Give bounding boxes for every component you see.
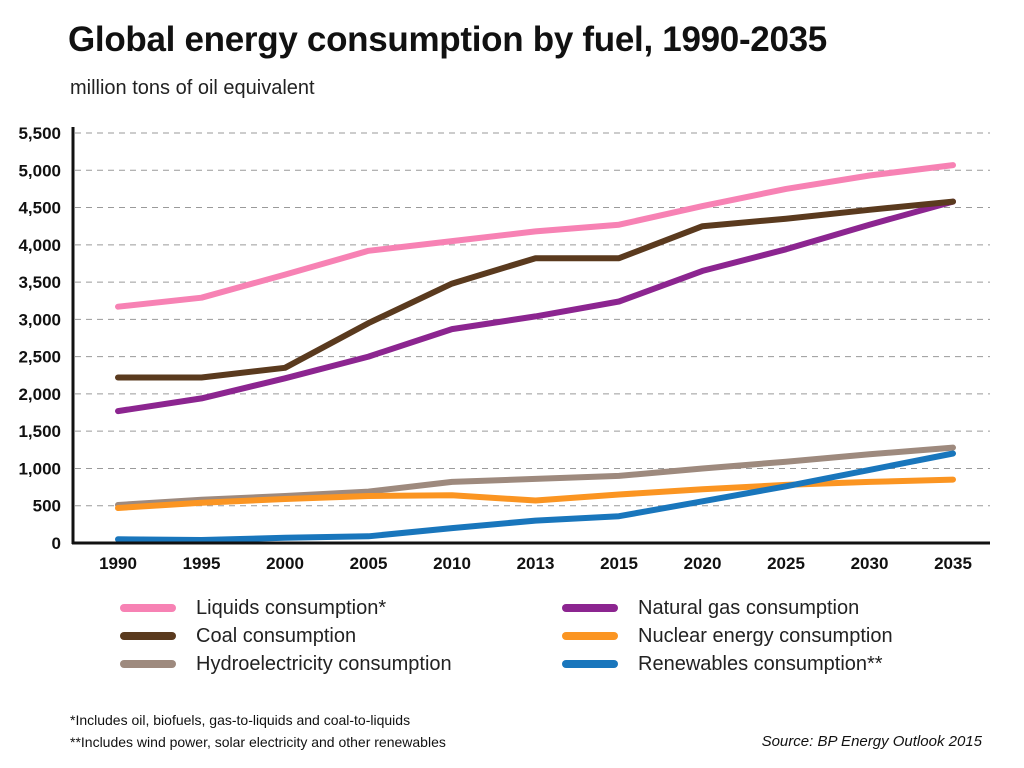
legend-item-liquids: Liquids consumption* (120, 594, 386, 622)
chart-title: Global energy consumption by fuel, 1990-… (68, 20, 827, 59)
legend-swatch-coal (120, 632, 176, 640)
legend-label-natural-gas: Natural gas consumption (638, 596, 860, 619)
axes (71, 127, 990, 545)
series-line-natural-gas-consumption (115, 198, 956, 415)
series-line-liquids-consumption (115, 162, 956, 310)
footnote-renewables: **Includes wind power, solar electricity… (70, 734, 446, 750)
legend-item-coal: Coal consumption (120, 622, 356, 650)
x-tick-label: 2030 (851, 554, 889, 573)
series-line-coal-consumption (115, 198, 956, 381)
y-tick-label: 5,500 (18, 124, 61, 143)
legend-item-natural-gas: Natural gas consumption (562, 594, 859, 622)
series-lines (115, 162, 956, 543)
y-tick-label: 2,500 (18, 348, 61, 367)
y-tick-label: 4,000 (18, 236, 61, 255)
series-line-renewables-consumption (115, 450, 956, 543)
x-tick-label: 1995 (183, 554, 221, 573)
series-line-nuclear-energy-consumption (115, 476, 956, 511)
legend-item-hydro: Hydroelectricity consumption (120, 650, 452, 678)
x-tick-label: 2013 (517, 554, 555, 573)
legend-label-nuclear: Nuclear energy consumption (638, 624, 893, 647)
legend-swatch-renewables (562, 660, 618, 668)
x-tick-label: 2035 (934, 554, 972, 573)
y-tick-label: 1,500 (18, 422, 61, 441)
x-tick-label: 2025 (767, 554, 805, 573)
y-tick-label: 1,000 (18, 459, 61, 478)
x-tick-label: 2005 (350, 554, 388, 573)
y-tick-label: 5,000 (18, 161, 61, 180)
legend-swatch-natural-gas (562, 604, 618, 612)
x-tick-label: 2020 (684, 554, 722, 573)
y-tick-label: 0 (52, 534, 61, 553)
footnote-liquids: *Includes oil, biofuels, gas-to-liquids … (70, 712, 411, 728)
legend-label-liquids: Liquids consumption* (196, 596, 387, 619)
legend-label-renewables: Renewables consumption** (638, 652, 883, 675)
chart-subtitle: million tons of oil equivalent (70, 77, 315, 99)
legend-swatch-liquids (120, 604, 176, 612)
x-tick-label: 2000 (266, 554, 304, 573)
y-tick-labels: 0 500 1,000 1,500 2,000 2,500 3,000 3,500 4,000 4… (18, 124, 61, 553)
y-tick-label: 4,500 (18, 199, 61, 218)
y-tick-label: 2,000 (18, 385, 61, 404)
gridlines (75, 132, 990, 507)
y-tick-label: 500 (33, 497, 61, 516)
legend-label-hydro: Hydroelectricity consumption (196, 652, 452, 675)
y-tick-label: 3,500 (18, 273, 61, 292)
x-tick-label: 2010 (433, 554, 471, 573)
x-tick-label: 2015 (600, 554, 638, 573)
legend-swatch-nuclear (562, 632, 618, 640)
line-chart: 0 500 1,000 1,500 2,000 2,500 3,000 3,500 4,000 4… (18, 124, 990, 573)
legend: Liquids consumption* Coal consumption Hy… (120, 594, 960, 684)
source-note: Source: BP Energy Outlook 2015 (761, 733, 982, 750)
legend-item-renewables: Renewables consumption** (562, 650, 883, 678)
legend-item-nuclear: Nuclear energy consumption (562, 622, 893, 650)
legend-label-coal: Coal consumption (196, 624, 357, 647)
x-tick-labels: 1990 1995 2000 2005 2010 2013 2015 2020 2025 2030… (99, 554, 972, 573)
y-tick-label: 3,000 (18, 310, 61, 329)
legend-swatch-hydro (120, 660, 176, 668)
x-tick-label: 1990 (99, 554, 137, 573)
